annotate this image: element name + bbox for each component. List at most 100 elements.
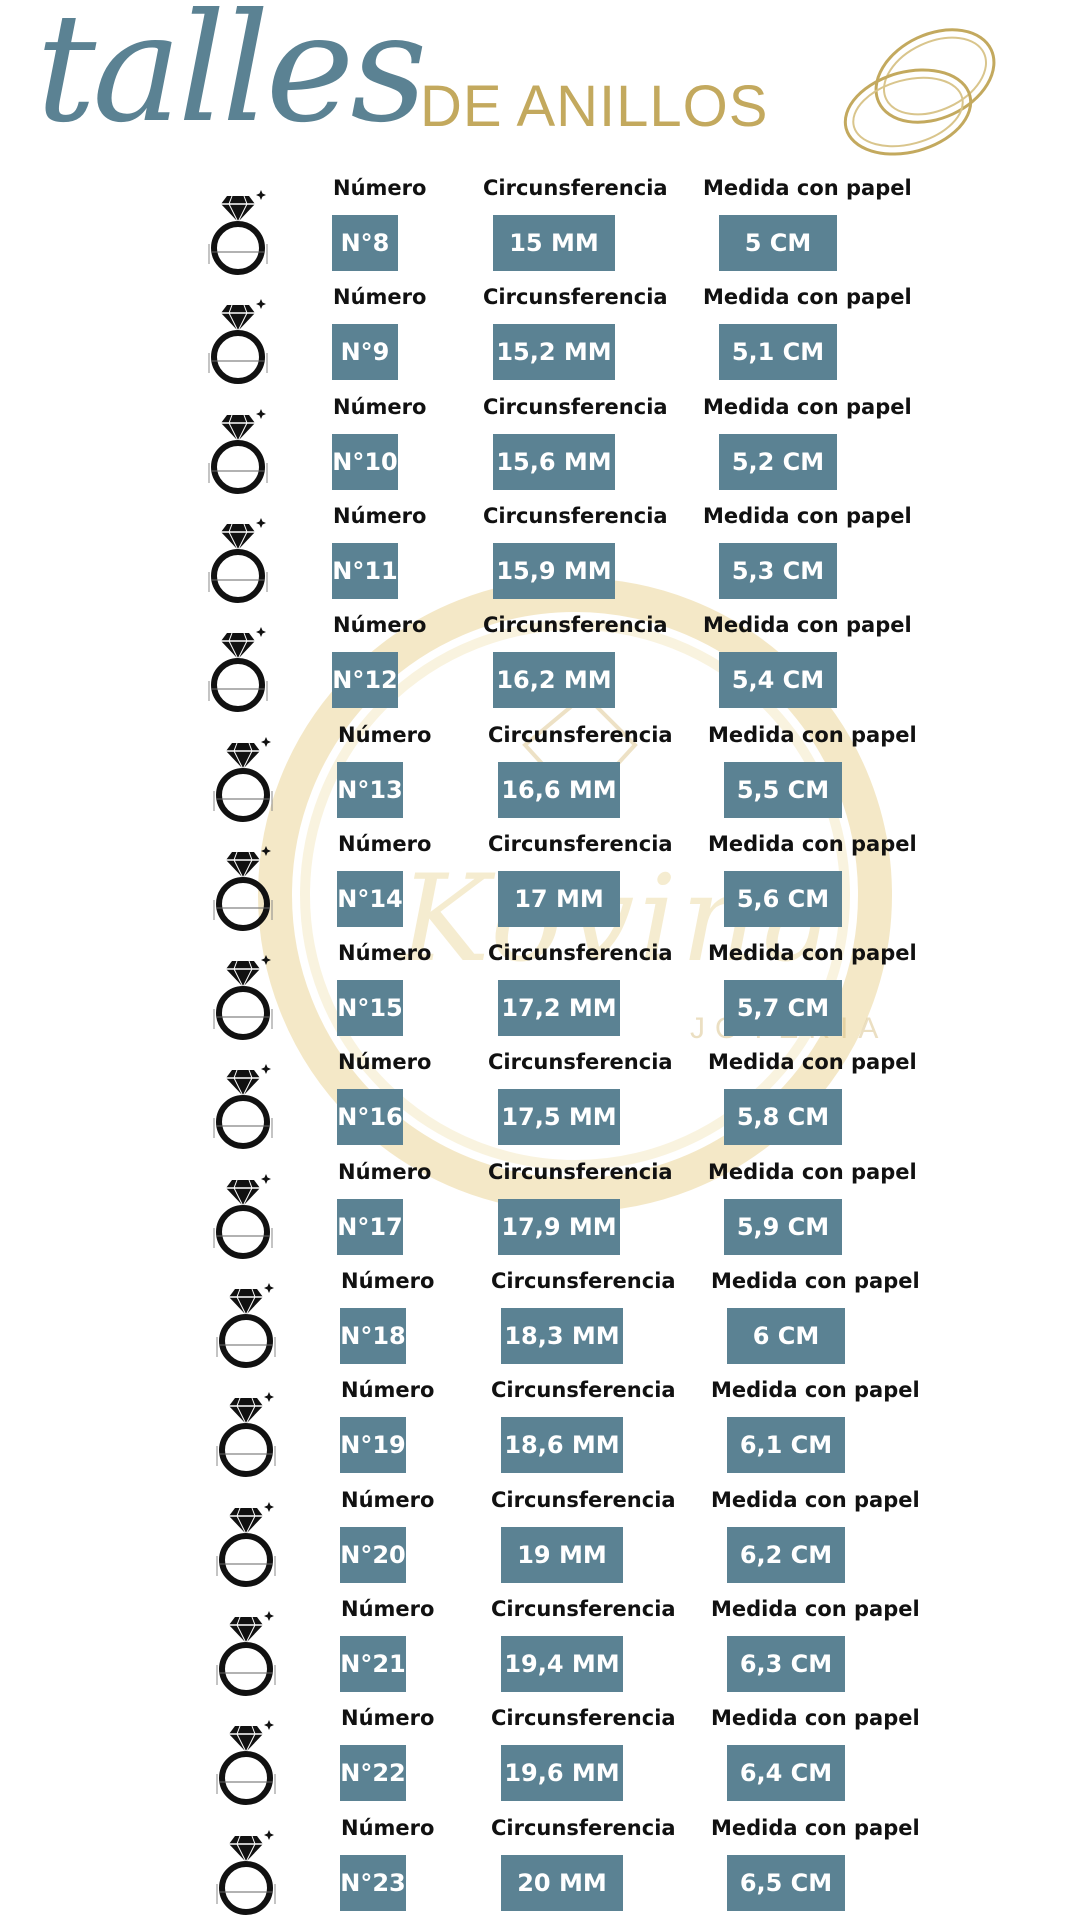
circumference-value: 16,6 MM: [498, 761, 620, 818]
size-number: N°16: [337, 1089, 403, 1146]
number-header: Número: [338, 831, 432, 856]
circumference-value: 19,4 MM: [501, 1635, 623, 1692]
circumference-header: Circunsferencia: [491, 1706, 676, 1731]
circumference-header: Circunsferencia: [483, 503, 668, 528]
paper-measure-value: 5,5 CM: [724, 761, 842, 818]
circumference-header: Circunsferencia: [491, 1378, 676, 1403]
number-header: Número: [338, 1050, 432, 1075]
number-header: Número: [341, 1378, 435, 1403]
paper-measure-value: 6,4 CM: [727, 1745, 845, 1802]
paper-measure-value: 5,2 CM: [719, 433, 837, 490]
circumference-value: 15,6 MM: [493, 433, 615, 490]
paper-header: Medida con papel: [708, 831, 917, 856]
paper-measure-value: 6,2 CM: [727, 1526, 845, 1583]
size-row: Número Circunsferencia Medida con papel N°1…: [5, 826, 1080, 935]
number-header: Número: [333, 285, 427, 310]
size-number: N°19: [340, 1417, 406, 1474]
paper-header: Medida con papel: [711, 1378, 920, 1403]
number-header: Número: [341, 1269, 435, 1293]
paper-header: Medida con papel: [708, 1159, 917, 1184]
diamond-ring-icon: [205, 407, 271, 497]
number-header: Número: [338, 1159, 432, 1184]
circumference-value: 18,3 MM: [501, 1308, 623, 1364]
size-number: N°20: [340, 1526, 406, 1583]
size-row: Número Circunsferencia Medida con papel N°1…: [5, 1154, 1080, 1263]
size-number: N°14: [337, 870, 403, 927]
circumference-header: Circunsferencia: [483, 285, 668, 310]
circumference-value: 20 MM: [501, 1854, 623, 1911]
circumference-value: 15,2 MM: [493, 324, 615, 381]
diamond-ring-icon: [213, 1609, 279, 1699]
size-number: N°10: [332, 433, 398, 490]
circumference-header: Circunsferencia: [491, 1487, 676, 1512]
circumference-value: 17,9 MM: [498, 1198, 620, 1255]
diamond-ring-icon: [205, 516, 271, 606]
number-header: Número: [333, 503, 427, 528]
paper-measure-value: 6,3 CM: [727, 1635, 845, 1692]
number-header: Número: [338, 722, 432, 747]
diamond-ring-icon: [205, 625, 271, 715]
title-sub: DE ANILLOS: [420, 74, 769, 139]
size-number: N°18: [340, 1308, 406, 1364]
size-number: N°8: [332, 215, 398, 271]
diamond-ring-icon: [213, 1390, 279, 1480]
paper-measure-value: 5,8 CM: [724, 1089, 842, 1146]
diamond-ring-icon: [205, 188, 271, 278]
paper-measure-value: 5,7 CM: [724, 980, 842, 1037]
paper-header: Medida con papel: [711, 1596, 920, 1621]
size-row: Número Circunsferencia Medida con papel N°1…: [5, 717, 1080, 826]
paper-header: Medida con papel: [711, 1706, 920, 1731]
size-row: Número Circunsferencia Medida con papel N°1…: [0, 498, 1080, 607]
size-number: N°9: [332, 324, 398, 381]
size-row: Número Circunsferencia Medida con papel N°1…: [8, 1372, 1080, 1481]
diamond-ring-icon: [213, 1718, 279, 1808]
size-row: Número Circunsferencia Medida con papel N°9…: [0, 279, 1080, 388]
paper-measure-value: 5,3 CM: [719, 542, 837, 599]
size-row: Número Circunsferencia Medida con papel N°8…: [0, 170, 1080, 279]
size-row: Número Circunsferencia Medida con papel N°1…: [8, 1263, 1080, 1372]
paper-measure-value: 5,9 CM: [724, 1198, 842, 1255]
circumference-header: Circunsferencia: [491, 1815, 676, 1840]
size-row: Número Circunsferencia Medida con papel N°2…: [8, 1810, 1080, 1919]
paper-header: Medida con papel: [708, 722, 917, 747]
circumference-header: Circunsferencia: [488, 722, 673, 747]
size-number: N°23: [340, 1854, 406, 1911]
circumference-header: Circunsferencia: [483, 176, 668, 200]
paper-measure-value: 5,1 CM: [719, 324, 837, 381]
circumference-header: Circunsferencia: [491, 1596, 676, 1621]
number-header: Número: [338, 941, 432, 966]
diamond-ring-icon: [205, 297, 271, 387]
wedding-rings-icon: [843, 28, 996, 156]
size-number: N°13: [337, 761, 403, 818]
size-row: Número Circunsferencia Medida con papel N°2…: [8, 1700, 1080, 1809]
size-number: N°11: [332, 542, 398, 599]
diamond-ring-icon: [213, 1828, 279, 1918]
circumference-header: Circunsferencia: [483, 394, 668, 419]
size-number: N°22: [340, 1745, 406, 1802]
circumference-value: 15,9 MM: [493, 542, 615, 599]
size-number: N°12: [332, 652, 398, 709]
circumference-header: Circunsferencia: [491, 1269, 676, 1293]
size-row: Número Circunsferencia Medida con papel N°1…: [5, 1044, 1080, 1153]
circumference-value: 17,5 MM: [498, 1089, 620, 1146]
paper-header: Medida con papel: [703, 176, 912, 200]
number-header: Número: [333, 394, 427, 419]
diamond-ring-icon: [213, 1281, 279, 1371]
paper-header: Medida con papel: [703, 285, 912, 310]
size-row: Número Circunsferencia Medida con papel N°2…: [8, 1482, 1080, 1591]
paper-header: Medida con papel: [703, 503, 912, 528]
size-number: N°17: [337, 1198, 403, 1255]
number-header: Número: [341, 1815, 435, 1840]
circumference-header: Circunsferencia: [488, 1159, 673, 1184]
header: talles DE ANILLOS: [0, 0, 1080, 170]
number-header: Número: [341, 1706, 435, 1731]
paper-measure-value: 6,1 CM: [727, 1417, 845, 1474]
number-header: Número: [341, 1487, 435, 1512]
paper-measure-value: 5 CM: [719, 215, 837, 271]
paper-measure-value: 6,5 CM: [727, 1854, 845, 1911]
circumference-value: 16,2 MM: [493, 652, 615, 709]
paper-header: Medida con papel: [711, 1269, 920, 1293]
circumference-value: 15 MM: [493, 215, 615, 271]
circumference-header: Circunsferencia: [488, 941, 673, 966]
title-script: talles: [36, 0, 427, 156]
